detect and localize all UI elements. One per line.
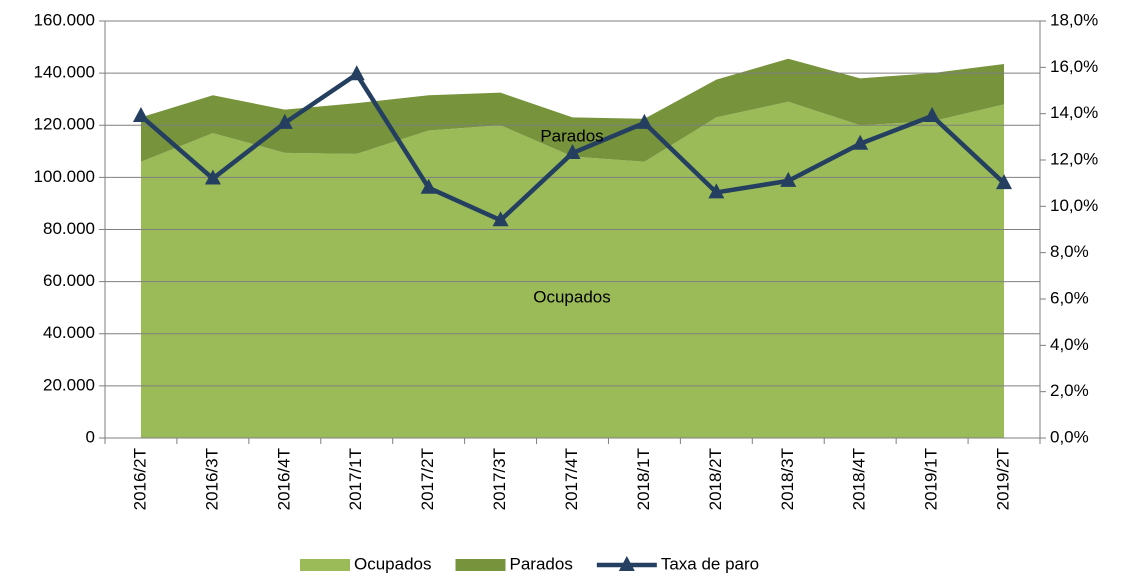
- area-label: Ocupados: [533, 287, 611, 306]
- y-tick-label: 0: [86, 427, 95, 446]
- legend-swatch: [300, 559, 350, 571]
- y2-tick-label: 4,0%: [1050, 335, 1089, 354]
- y-tick-label: 140.000: [34, 63, 95, 82]
- marker: [636, 113, 653, 129]
- marker: [348, 65, 365, 81]
- y2-tick-label: 12,0%: [1050, 149, 1098, 168]
- x-tick-label: 2017/1T: [346, 448, 365, 510]
- y2-tick-label: 14,0%: [1050, 103, 1098, 122]
- y-tick-label: 120.000: [34, 115, 95, 134]
- legend-label: Parados: [510, 554, 573, 573]
- marker: [492, 211, 509, 227]
- marker: [420, 178, 437, 194]
- y-tick-label: 160.000: [34, 10, 95, 29]
- x-tick-label: 2018/1T: [634, 448, 653, 510]
- y2-tick-label: 10,0%: [1050, 196, 1098, 215]
- x-tick-label: 2017/2T: [418, 448, 437, 510]
- marker: [924, 106, 941, 122]
- x-tick-label: 2018/3T: [778, 448, 797, 510]
- legend-label: Taxa de paro: [661, 554, 759, 573]
- x-tick-label: 2019/2T: [994, 448, 1013, 510]
- y2-tick-label: 8,0%: [1050, 242, 1089, 261]
- x-tick-label: 2017/4T: [562, 448, 581, 510]
- areas: [140, 58, 1005, 438]
- x-tick-label: 2018/2T: [706, 448, 725, 510]
- y2-tick-label: 16,0%: [1050, 57, 1098, 76]
- y-tick-label: 60.000: [43, 271, 95, 290]
- y-tick-label: 100.000: [34, 167, 95, 186]
- y2-tick-label: 0,0%: [1050, 427, 1089, 446]
- y2-tick-label: 6,0%: [1050, 288, 1089, 307]
- area-label: Parados: [540, 126, 603, 145]
- x-tick-label: 2016/2T: [130, 448, 149, 510]
- marker: [708, 183, 725, 199]
- legend-label: Ocupados: [354, 554, 432, 573]
- marker: [204, 169, 221, 185]
- marker: [780, 171, 797, 187]
- area: [140, 58, 1005, 162]
- y-tick-label: 40.000: [43, 323, 95, 342]
- y-tick-label: 80.000: [43, 219, 95, 238]
- marker: [564, 144, 581, 160]
- legend-swatch: [618, 556, 635, 571]
- x-tick-label: 2017/3T: [490, 448, 509, 510]
- x-tick-label: 2018/4T: [850, 448, 869, 510]
- y2-tick-label: 2,0%: [1050, 381, 1089, 400]
- y2-tick-label: 18,0%: [1050, 10, 1098, 29]
- legend-swatch: [455, 559, 506, 571]
- x-tick-label: 2016/3T: [202, 448, 221, 510]
- x-tick-label: 2019/1T: [922, 448, 941, 510]
- marker: [276, 113, 293, 129]
- marker: [132, 106, 149, 122]
- y-tick-label: 20.000: [43, 375, 95, 394]
- marker: [996, 174, 1013, 190]
- marker: [852, 134, 869, 150]
- x-tick-label: 2016/4T: [274, 448, 293, 510]
